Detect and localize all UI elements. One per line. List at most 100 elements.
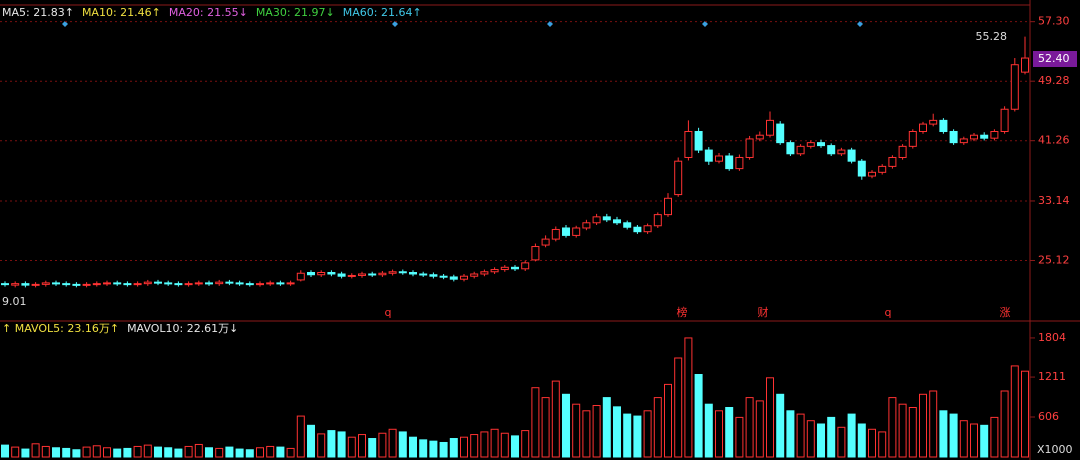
candle-body [378, 272, 387, 276]
volume-bar [235, 448, 244, 458]
candle-body [786, 142, 795, 155]
candle-body [419, 273, 428, 276]
legend-item: MA5: 21.83↑ [2, 6, 74, 19]
candle-body [776, 123, 785, 144]
y-tick-label: 1804 [1038, 331, 1066, 344]
volume-bar [92, 445, 101, 458]
candle-body [235, 282, 244, 285]
candle-body [490, 269, 499, 273]
volume-bar [72, 449, 81, 458]
volume-bar [1, 444, 9, 458]
last-price: 52.40 [1038, 52, 1070, 65]
candle-body [62, 283, 71, 286]
volume-bar [398, 431, 407, 458]
volume-bar [154, 446, 162, 458]
volume-bar [133, 445, 142, 458]
candle-body [286, 282, 295, 285]
volume-bar [256, 447, 264, 458]
volume-bar [388, 428, 397, 458]
candle-body [613, 219, 621, 224]
candle-body [908, 131, 917, 147]
volume-bar [929, 390, 938, 458]
candle-body [133, 283, 142, 286]
candle-body [449, 276, 458, 280]
legend-item: ↑ MAVOL5: 23.16万↑ [2, 322, 119, 335]
volume-bar [664, 383, 672, 458]
volume-bar [205, 447, 213, 458]
candle-body [1021, 57, 1029, 73]
annotations: q 榜 财 q 涨 [385, 305, 1011, 319]
volume-bar [970, 423, 978, 458]
candle-body [949, 131, 958, 144]
volume-bar [745, 397, 754, 458]
volume-unit: X1000 [1037, 443, 1073, 456]
volume-bar [847, 413, 856, 458]
candle-body [643, 225, 652, 233]
legend-item: MA10: 21.46↑ [82, 6, 161, 19]
volume-bar [194, 443, 203, 458]
volume-bar [919, 393, 927, 458]
volume-bar [623, 413, 632, 458]
y-tick-label: 41.26 [1038, 134, 1070, 147]
volume-bar [511, 435, 519, 458]
volume-bar [215, 447, 224, 458]
candle-body [990, 131, 999, 139]
candle-body [694, 131, 703, 151]
volume-bar [103, 447, 111, 458]
y-tick-label: 49.28 [1038, 74, 1070, 87]
candle-body [796, 145, 805, 155]
volume-bar [694, 374, 703, 458]
candle-body [113, 282, 122, 285]
candle-body [164, 282, 173, 285]
candle-body [266, 282, 275, 285]
volume-bar [898, 403, 907, 458]
volume-bar [551, 380, 560, 458]
candle-body [521, 262, 530, 270]
candle-body [704, 149, 713, 162]
candle-body [837, 149, 846, 155]
volume-bar [123, 447, 132, 458]
candle-body [806, 142, 815, 147]
candle-body [368, 273, 377, 276]
volume-bar [113, 448, 122, 458]
candle-body [470, 273, 479, 277]
candle-body [347, 274, 356, 277]
candle-body [123, 283, 132, 286]
volume-bar [41, 445, 50, 458]
volume-bar [531, 387, 540, 458]
volume-bar [337, 431, 346, 458]
volume-bar [684, 337, 693, 458]
volume-bar [164, 447, 173, 458]
candle-body [980, 134, 989, 139]
candle-body [817, 142, 825, 147]
candle-body [337, 273, 346, 277]
candle-body [857, 160, 866, 177]
volume-bar [225, 446, 234, 458]
volume-bar [480, 431, 489, 458]
volume-bar [755, 400, 764, 458]
candle-body [245, 283, 254, 286]
event-diamond [547, 21, 553, 27]
volume-bar [317, 433, 326, 458]
candle-body [674, 160, 683, 196]
volume-bar [796, 413, 805, 458]
volume-bar [817, 423, 825, 458]
candle-body [276, 282, 285, 285]
volume-bar [21, 448, 30, 458]
y-tick-label: 1211 [1038, 370, 1066, 383]
volume-bar [908, 407, 917, 458]
candle-body [460, 275, 468, 280]
y-tick-label: 33.14 [1038, 194, 1070, 207]
volume-bar [245, 449, 254, 458]
candle-body [939, 119, 948, 133]
volume-bar [378, 432, 387, 458]
candle-body [755, 134, 764, 140]
y-tick-label: 25.12 [1038, 253, 1070, 266]
volume-bar [980, 424, 989, 458]
candle-body [429, 274, 438, 277]
candle-body [582, 222, 591, 229]
volume-bar [837, 426, 846, 458]
volume-bar [643, 410, 652, 458]
legend-item: MA30: 21.97↓ [256, 6, 335, 19]
